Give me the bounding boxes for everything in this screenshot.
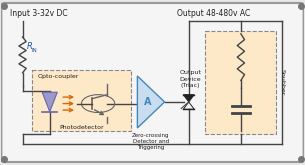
Text: A: A xyxy=(144,97,152,107)
Text: Photodetector: Photodetector xyxy=(59,125,104,130)
Text: Zero-crossing
Detector and
Triggering: Zero-crossing Detector and Triggering xyxy=(132,133,170,150)
FancyBboxPatch shape xyxy=(2,3,303,162)
Text: Opto-coupler: Opto-coupler xyxy=(38,74,79,79)
FancyBboxPatch shape xyxy=(32,69,131,131)
Polygon shape xyxy=(183,95,194,102)
Text: Input 3-32v DC: Input 3-32v DC xyxy=(10,10,68,18)
Polygon shape xyxy=(137,76,165,128)
Text: Output
Device
(Triac): Output Device (Triac) xyxy=(179,70,201,88)
Text: Output 48-480v AC: Output 48-480v AC xyxy=(177,10,250,18)
Text: Snubber: Snubber xyxy=(279,69,285,96)
Polygon shape xyxy=(42,92,57,112)
Text: IN: IN xyxy=(31,48,37,53)
FancyBboxPatch shape xyxy=(205,31,276,134)
Text: R: R xyxy=(27,42,33,51)
